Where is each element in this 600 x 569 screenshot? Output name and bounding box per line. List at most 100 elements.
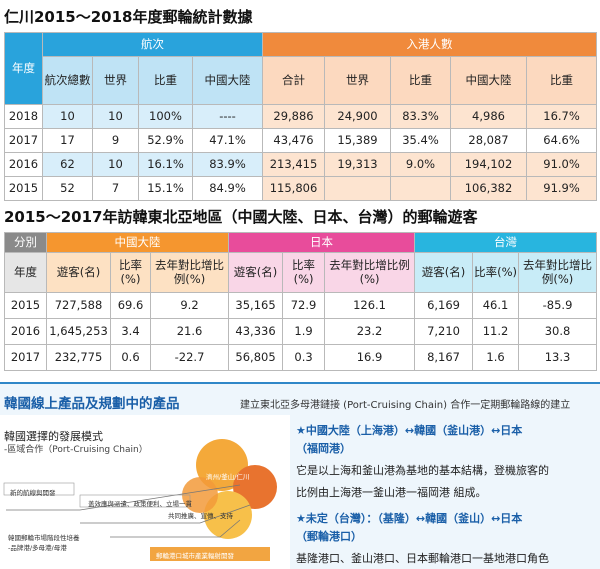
cell: 56,805 — [228, 344, 284, 371]
cell: 10 — [92, 104, 139, 129]
flow-line — [110, 519, 241, 538]
tourists-table: 分別 中國大陸 日本 台灣 年度 遊客(名) 比率(%) 去年對比增比例(%) … — [4, 232, 598, 371]
section-divider — [0, 382, 600, 384]
flow-line — [80, 504, 251, 524]
route1-heading: ★中國大陸（上海港）↔韓國（釜山港）↔日本 — [296, 424, 523, 437]
diagram-title: 韓國選擇的發展模式 — [4, 430, 103, 443]
cell: 62 — [42, 152, 93, 177]
sub-pass-total: 合計 — [262, 56, 325, 105]
cell: 9.2 — [149, 292, 230, 319]
cell: 64.6% — [525, 128, 598, 153]
cell: 9.0% — [390, 152, 451, 177]
sub-pass-share: 比重 — [390, 56, 451, 105]
route2-body: 基隆港口、釜山港口、日本郵輪港口一基地港口角色 — [296, 552, 549, 565]
products-title: 韓國線上產品及規劃中的產品 — [4, 396, 180, 412]
development-model-diagram — [0, 415, 290, 569]
gear-circle — [182, 477, 218, 513]
cell: 727,588 — [46, 292, 111, 319]
cell: 10 — [92, 152, 139, 177]
cell: 21.6 — [149, 318, 230, 345]
cell: 91.9% — [525, 176, 598, 201]
cell: 30.8 — [518, 318, 598, 345]
cell-year: 2015 — [4, 176, 43, 201]
cell: 29,886 — [262, 104, 325, 129]
cell: 35.4% — [390, 128, 451, 153]
sub-tourists: 遊客(名) — [414, 252, 474, 293]
table-row: 2015 52 7 15.1% 84.9% 115,806 106,382 91… — [4, 176, 598, 201]
cell: 7,210 — [414, 318, 474, 345]
cell: 47.1% — [192, 128, 263, 153]
diagram-label: -品牌港/多母港/母港 — [8, 544, 67, 552]
sub-ratio: 比率(%) — [110, 252, 151, 293]
cell: 16.1% — [138, 152, 193, 177]
cell: 35,165 — [228, 292, 284, 319]
cell: 15,389 — [324, 128, 391, 153]
table-row: 2018 10 10 100% ---- 29,886 24,900 83.3%… — [4, 104, 598, 129]
cell: 8,167 — [414, 344, 474, 371]
cell: 69.6 — [110, 292, 151, 319]
cell: 52 — [42, 176, 93, 201]
cell: 3.4 — [110, 318, 151, 345]
sub-ratio: 比率(%) — [282, 252, 326, 293]
table-row: 2016 62 10 16.1% 83.9% 213,415 19,313 9.… — [4, 152, 598, 177]
route2-heading: ★未定（台灣）：（基隆）↔韓國（釜山）↔日本 — [296, 512, 523, 525]
cell: 9 — [92, 128, 139, 153]
cell: 115,806 — [262, 176, 325, 201]
cell — [324, 176, 391, 201]
cell: 16.9 — [324, 344, 416, 371]
label-box — [3, 482, 75, 496]
diagram-label: 共同推廣、宣傳、支持 — [168, 512, 233, 520]
table-row: 2017 232,775 0.6 -22.7 56,805 0.3 16.9 8… — [4, 344, 598, 371]
cell: 28,087 — [450, 128, 527, 153]
cell: 19,313 — [324, 152, 391, 177]
cell: 91.0% — [525, 152, 598, 177]
flow-line — [6, 484, 241, 511]
table1-title: 仁川2015～2018年度郵輪統計數據 — [4, 8, 253, 26]
cell-year: 2015 — [4, 292, 47, 319]
cell: 83.3% — [390, 104, 451, 129]
sub-pass-world: 世界 — [324, 56, 391, 105]
cell-year: 2016 — [4, 152, 43, 177]
route1-body: 它是以上海和釜山港為基地的基本結構，登機旅客的 — [296, 464, 549, 477]
cell: 84.9% — [192, 176, 263, 201]
diagram-label: 韓國郵輪市場階段性培養 — [8, 534, 80, 542]
cell: 43,476 — [262, 128, 325, 153]
cell: 106,382 — [450, 176, 527, 201]
cell: 1.6 — [472, 344, 520, 371]
table-row: 2017 17 9 52.9% 47.1% 43,476 15,389 35.4… — [4, 128, 598, 153]
cell: 11.2 — [472, 318, 520, 345]
cell: 7 — [92, 176, 139, 201]
table2-title: 2015～2017年訪韓東北亞地區（中國大陸、日本、台灣）的郵輪遊客 — [4, 208, 478, 226]
cell-year: 2018 — [4, 104, 43, 129]
cell: 52.9% — [138, 128, 193, 153]
header-taiwan: 台灣 — [414, 232, 598, 253]
header-japan: 日本 — [228, 232, 416, 253]
cell-year: 2016 — [4, 318, 47, 345]
cell: 24,900 — [324, 104, 391, 129]
cell: 43,336 — [228, 318, 284, 345]
route1-body-2: 比例由上海港一釜山港一福岡港 組成。 — [296, 486, 487, 499]
sub-growth: 去年對比增比例(%) — [518, 252, 598, 293]
products-subtitle: 建立東北亞多母港鏈接 (Port-Cruising Chain) 合作一定期郵輪… — [240, 400, 571, 411]
sub-voyages-total: 航次總數 — [42, 56, 93, 105]
route1-heading-2: （福岡港） — [296, 442, 351, 455]
header-voyages: 航次 — [42, 32, 263, 57]
cell: 83.9% — [192, 152, 263, 177]
cell-year: 2017 — [4, 344, 47, 371]
cell: ---- — [192, 104, 263, 129]
cell: 194,102 — [450, 152, 527, 177]
cell: 1,645,253 — [46, 318, 111, 345]
route2-heading-2: （郵輪港口） — [296, 530, 362, 543]
sub-voyages-world: 世界 — [92, 56, 139, 105]
sub-pass-china: 中國大陸 — [450, 56, 527, 105]
cell: 16.7% — [525, 104, 598, 129]
cell — [390, 176, 451, 201]
diagram-label: 郵輪港口城市產業輻射開發 — [156, 552, 234, 560]
header-category: 分別 — [4, 232, 47, 253]
table-row: 2016 1,645,253 3.4 21.6 43,336 1.9 23.2 … — [4, 318, 598, 345]
header-year: 年度 — [4, 32, 43, 105]
cell: 15.1% — [138, 176, 193, 201]
header-year: 年度 — [4, 252, 47, 293]
cell: 100% — [138, 104, 193, 129]
cruise-stats-table: 年度 航次 入港人數 航次總數 世界 比重 中國大陸 合計 世界 比重 中國大陸… — [4, 32, 598, 201]
